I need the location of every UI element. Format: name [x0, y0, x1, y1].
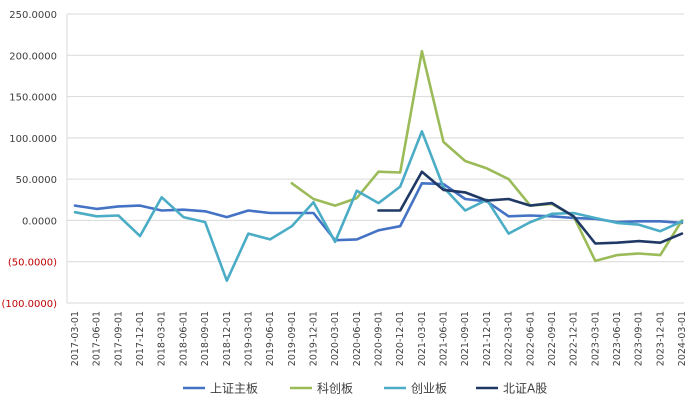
x-tick-label: 2020-12-01 [395, 311, 406, 366]
x-tick-label: 2017-06-01 [92, 311, 103, 366]
x-tick-label: 2021-09-01 [460, 311, 471, 366]
x-tick-label: 2022-09-01 [547, 311, 558, 366]
x-tick-label: 2019-12-01 [308, 311, 319, 366]
x-tick-label: 2024-03-01 [677, 311, 688, 366]
legend: 上证主板 科创板 创业板 北证A股 [183, 382, 547, 396]
legend-label: 北证A股 [503, 382, 547, 396]
x-tick-label: 2017-09-01 [113, 311, 124, 366]
legend-label: 创业板 [411, 382, 447, 396]
x-tick-label: 2018-12-01 [222, 311, 233, 366]
x-tick-label: 2021-03-01 [417, 311, 428, 366]
x-tick-label: 2020-06-01 [352, 311, 363, 366]
x-tick-label: 2020-09-01 [374, 311, 385, 366]
y-tick-label: 100.0000 [9, 134, 57, 145]
x-tick-label: 2022-06-01 [525, 311, 536, 366]
x-tick-label: 2021-06-01 [439, 311, 450, 366]
x-tick-label: 2023-03-01 [590, 311, 601, 366]
series-line-4 [377, 170, 684, 245]
x-axis: 2017-03-01 2017-06-01 2017-09-01 2017-12-01… [70, 311, 688, 366]
y-tick-label: 250.0000 [9, 10, 57, 21]
x-tick-label: 2020-03-01 [330, 311, 341, 366]
x-tick-label: 2017-03-01 [70, 311, 81, 366]
x-tick-label: 2017-12-01 [135, 311, 146, 366]
x-tick-label: 2018-03-01 [157, 311, 168, 366]
series-line-3 [73, 130, 684, 282]
x-tick-label: 2019-09-01 [287, 311, 298, 366]
series-lines [73, 49, 684, 282]
x-tick-label: 2023-09-01 [634, 311, 645, 366]
x-tick-label: 2023-12-01 [655, 311, 666, 366]
legend-label: 上证主板 [210, 382, 258, 396]
gridlines [67, 13, 684, 304]
x-tick-label: 2023-06-01 [612, 311, 623, 366]
y-tick-label: 200.0000 [9, 51, 57, 62]
y-tick-label: 0.0000 [22, 216, 57, 227]
x-tick-label: 2018-06-01 [178, 311, 189, 366]
y-tick-label: 50.0000 [16, 175, 57, 186]
legend-label: 科创板 [317, 382, 353, 396]
x-tick-label: 2019-03-01 [243, 311, 254, 366]
y-tick-label: (50.0000) [8, 258, 57, 269]
series-line-2 [290, 49, 684, 263]
x-tick-label: 2022-03-01 [504, 311, 515, 366]
x-tick-label: 2018-09-01 [200, 311, 211, 366]
y-tick-label: 150.0000 [9, 93, 57, 104]
x-tick-label: 2019-06-01 [265, 311, 276, 366]
y-axis: 250.0000 200.0000 150.0000 100.0000 50.0000 0… [1, 10, 68, 310]
x-tick-label: 2022-12-01 [569, 311, 580, 366]
x-tick-label: 2021-12-01 [482, 311, 493, 366]
y-tick-label: (100.0000) [1, 299, 57, 310]
